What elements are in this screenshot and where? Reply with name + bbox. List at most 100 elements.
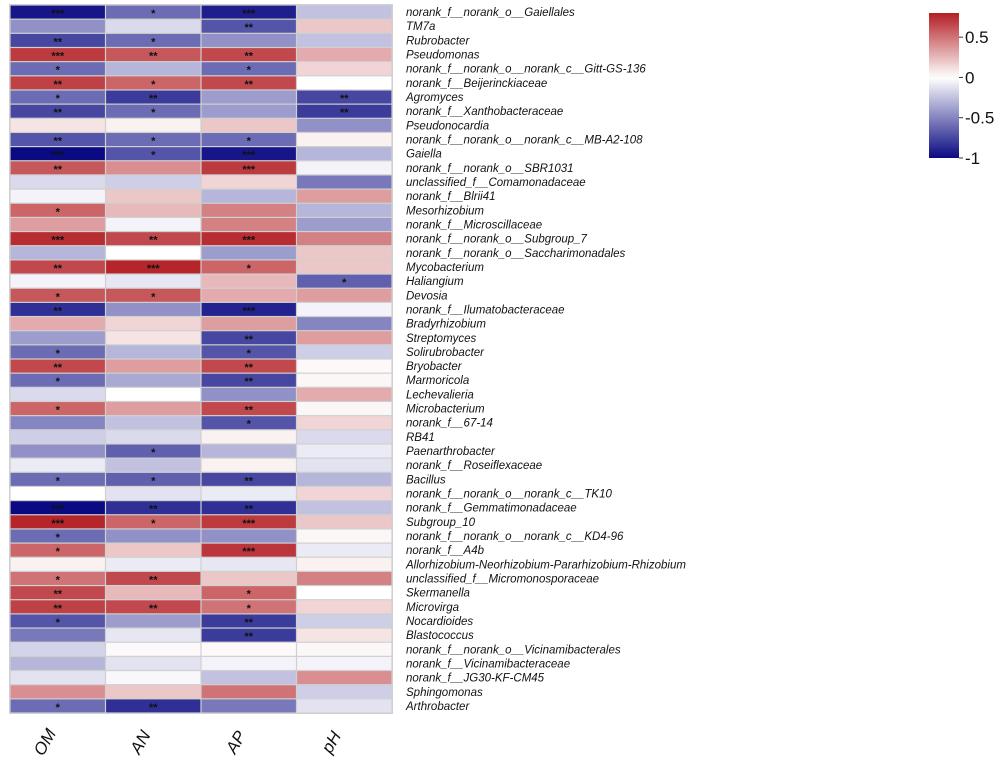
row-label: norank_f__JG30-KF-CM45 (406, 673, 545, 685)
heatmap-cell (106, 274, 201, 288)
heatmap-cell (201, 133, 296, 146)
row-label: unclassified_f__Micromonosporaceae (406, 573, 599, 585)
row-label: Pseudonocardia (406, 120, 489, 132)
heatmap-cell (297, 685, 392, 699)
heatmap-cell (297, 33, 392, 47)
significance-mark: *** (242, 8, 256, 20)
significance-mark: ** (149, 504, 158, 516)
significance-mark: *** (242, 150, 256, 162)
significance-mark: *** (147, 263, 161, 275)
heatmap-cell (297, 359, 392, 373)
heatmap-cell (201, 161, 296, 175)
significance-mark: ** (53, 603, 62, 615)
heatmap-cell (106, 501, 201, 515)
heatmap-cell (106, 76, 201, 90)
significance-mark: *** (51, 150, 65, 162)
heatmap-cell (297, 62, 392, 76)
heatmap-cell (297, 189, 392, 203)
heatmap-cell (10, 189, 105, 203)
heatmap-cell (201, 331, 296, 345)
heatmap-cell (297, 416, 392, 430)
heatmap-cell (297, 76, 392, 90)
heatmap-cell (201, 359, 296, 373)
heatmap-cell (297, 600, 392, 614)
heatmap-cell (106, 359, 201, 373)
column-label: AN (126, 727, 155, 758)
significance-mark: ** (244, 22, 253, 34)
heatmap-cell (201, 501, 296, 515)
heatmap-cell (106, 600, 201, 614)
heatmap-cell (297, 628, 392, 642)
heatmap-cell (201, 118, 296, 132)
significance-mark: ** (53, 107, 62, 119)
heatmap-cell (10, 444, 105, 458)
significance-mark: * (247, 589, 252, 601)
heatmap-cell (297, 430, 392, 444)
heatmap-cell (10, 487, 105, 500)
row-label: Bryobacter (406, 361, 463, 373)
significance-mark: ** (340, 107, 349, 119)
significance-mark: *** (242, 518, 256, 530)
heatmap-cell (10, 572, 105, 585)
significance-mark: *** (51, 504, 65, 516)
row-label: norank_f__norank_o__Saccharimonadales (406, 248, 626, 260)
heatmap-cell (106, 33, 201, 47)
heatmap-cell (297, 586, 392, 600)
heatmap-cell (10, 317, 105, 331)
row-label: Mesorhizobium (406, 205, 484, 217)
significance-mark: * (56, 405, 61, 417)
heatmap-cell (106, 373, 201, 387)
heatmap-cell (10, 48, 105, 62)
significance-mark: * (56, 475, 61, 487)
heatmap-cell (106, 685, 201, 699)
significance-mark: * (56, 702, 61, 714)
significance-mark: ** (53, 589, 62, 601)
heatmap-cell (297, 48, 392, 62)
heatmap-cell (201, 260, 296, 274)
heatmap-cell (10, 133, 105, 146)
row-label: Arthrobacter (405, 701, 470, 713)
significance-mark: * (56, 376, 61, 388)
row-label: Mycobacterium (406, 262, 484, 274)
heatmap-cell (106, 331, 201, 345)
row-label: norank_f__norank_o__norank_c__TK10 (406, 489, 612, 501)
heatmap-cell (10, 472, 105, 486)
heatmap-cell (201, 33, 296, 47)
heatmap-cell (201, 586, 296, 600)
row-label: norank_f__norank_o__Subgroup_7 (406, 234, 588, 246)
heatmap-cell (201, 203, 296, 217)
heatmap-cell (201, 345, 296, 359)
heatmap-cell (297, 373, 392, 387)
significance-mark: ** (53, 136, 62, 148)
heatmap-cell (106, 699, 201, 713)
significance-mark: ** (149, 51, 158, 63)
significance-mark: *** (242, 305, 256, 317)
heatmap-cell (10, 557, 105, 571)
heatmap-cell (106, 656, 201, 670)
significance-mark: * (247, 263, 252, 275)
row-label: norank_f__norank_o__Gaiellales (406, 7, 575, 19)
column-label: OM (30, 725, 61, 759)
row-label: norank_f__Roseiflexaceae (406, 460, 542, 472)
heatmap-cell (10, 600, 105, 614)
heatmap-cell (10, 416, 105, 430)
heatmap-cell (297, 175, 392, 189)
heatmap-cell (201, 515, 296, 529)
heatmap-cell (10, 203, 105, 217)
heatmap-cell (297, 147, 392, 161)
significance-mark: ** (244, 405, 253, 417)
row-label: Subgroup_10 (406, 517, 476, 529)
row-label: Devosia (406, 290, 448, 302)
heatmap-cell (297, 104, 392, 118)
heatmap-cell (106, 472, 201, 486)
significance-mark: ** (149, 574, 158, 586)
heatmap-cell (106, 118, 201, 132)
heatmap-cell (106, 175, 201, 189)
heatmap-cell (106, 288, 201, 302)
heatmap-cell (10, 104, 105, 118)
heatmap-cell (10, 458, 105, 472)
heatmap-cell (201, 5, 296, 19)
heatmap-cell (297, 671, 392, 685)
heatmap-cell (106, 614, 201, 628)
heatmap-cell (10, 90, 105, 104)
